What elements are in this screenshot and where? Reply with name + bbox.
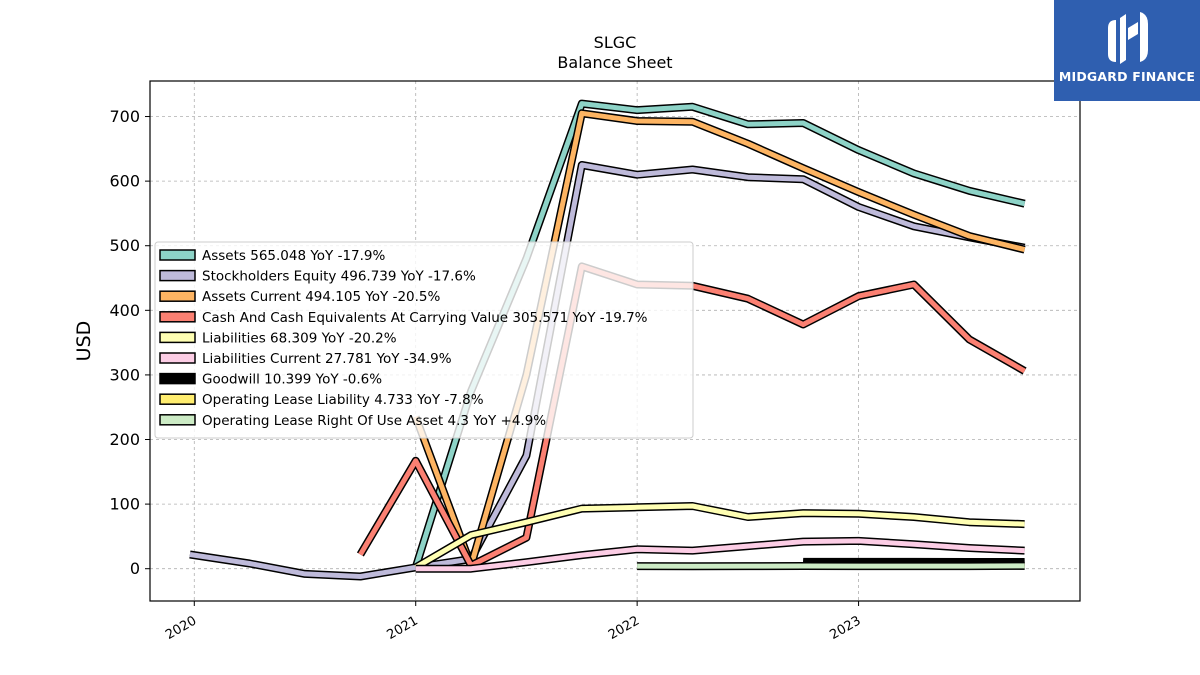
legend-entry-label: Assets 565.048 YoY -17.9%	[202, 248, 386, 264]
legend-swatch	[159, 372, 196, 385]
legend-swatch	[159, 352, 196, 364]
legend-entry-label: Liabilities 68.309 YoY -20.2%	[202, 330, 397, 346]
legend-entry-label: Stockholders Equity 496.739 YoY -17.6%	[202, 269, 476, 285]
y-tick-label: 600	[109, 172, 140, 191]
y-tick-label: 300	[109, 365, 140, 384]
legend-entry-label: Operating Lease Right Of Use Asset 4.3 Y…	[202, 413, 546, 429]
legend-entry-label: Liabilities Current 27.781 YoY -34.9%	[202, 351, 452, 367]
y-axis-label: USD	[73, 321, 95, 362]
x-tick-label: 2020	[163, 613, 199, 643]
series-line	[189, 162, 1026, 579]
y-tick-label: 700	[109, 107, 140, 126]
legend-swatch	[159, 414, 196, 426]
legend-frame	[154, 241, 694, 439]
legend-swatch	[159, 331, 196, 344]
y-tick-label: 200	[109, 430, 140, 449]
legend-entry-label: Goodwill 10.399 YoY -0.6%	[202, 372, 382, 388]
y-tick-label: 0	[130, 559, 140, 578]
series-4	[413, 502, 1025, 571]
chart-title: SLGC	[594, 33, 637, 52]
legend-swatch	[159, 269, 196, 282]
legend: Assets 565.048 YoY -17.9% Stockholders Eq…	[154, 241, 694, 439]
chart-subtitle: Balance Sheet	[557, 53, 672, 72]
series-1	[189, 161, 1026, 581]
logo-mark-icon	[1108, 12, 1148, 64]
legend-swatch	[159, 311, 196, 323]
y-tick-label: 400	[109, 301, 140, 320]
plot-area-frame	[149, 80, 1081, 602]
y-tick-label: 100	[109, 495, 140, 514]
midgard-finance-logo: MIDGARD FINANCE	[1054, 0, 1200, 101]
x-tick-label: 2021	[385, 613, 421, 643]
legend-entry-label: Cash And Cash Equivalents At Carrying Va…	[202, 310, 648, 326]
x-tick-label: 2023	[827, 613, 863, 643]
logo-text: MIDGARD FINANCE	[1058, 69, 1196, 84]
y-tick-label: 500	[109, 236, 140, 255]
legend-entry-label: Assets Current 494.105 YoY -20.5%	[202, 289, 441, 305]
series-line	[414, 503, 1025, 570]
legend-entry-label: Operating Lease Liability 4.733 YoY -7.8…	[202, 392, 484, 408]
series-8	[637, 561, 1025, 571]
series-line	[415, 538, 1025, 572]
legend-swatch	[159, 393, 196, 405]
x-tick-label: 2022	[606, 613, 642, 643]
legend-swatch	[159, 290, 196, 302]
series-5	[415, 536, 1025, 573]
legend-swatch	[159, 249, 196, 261]
